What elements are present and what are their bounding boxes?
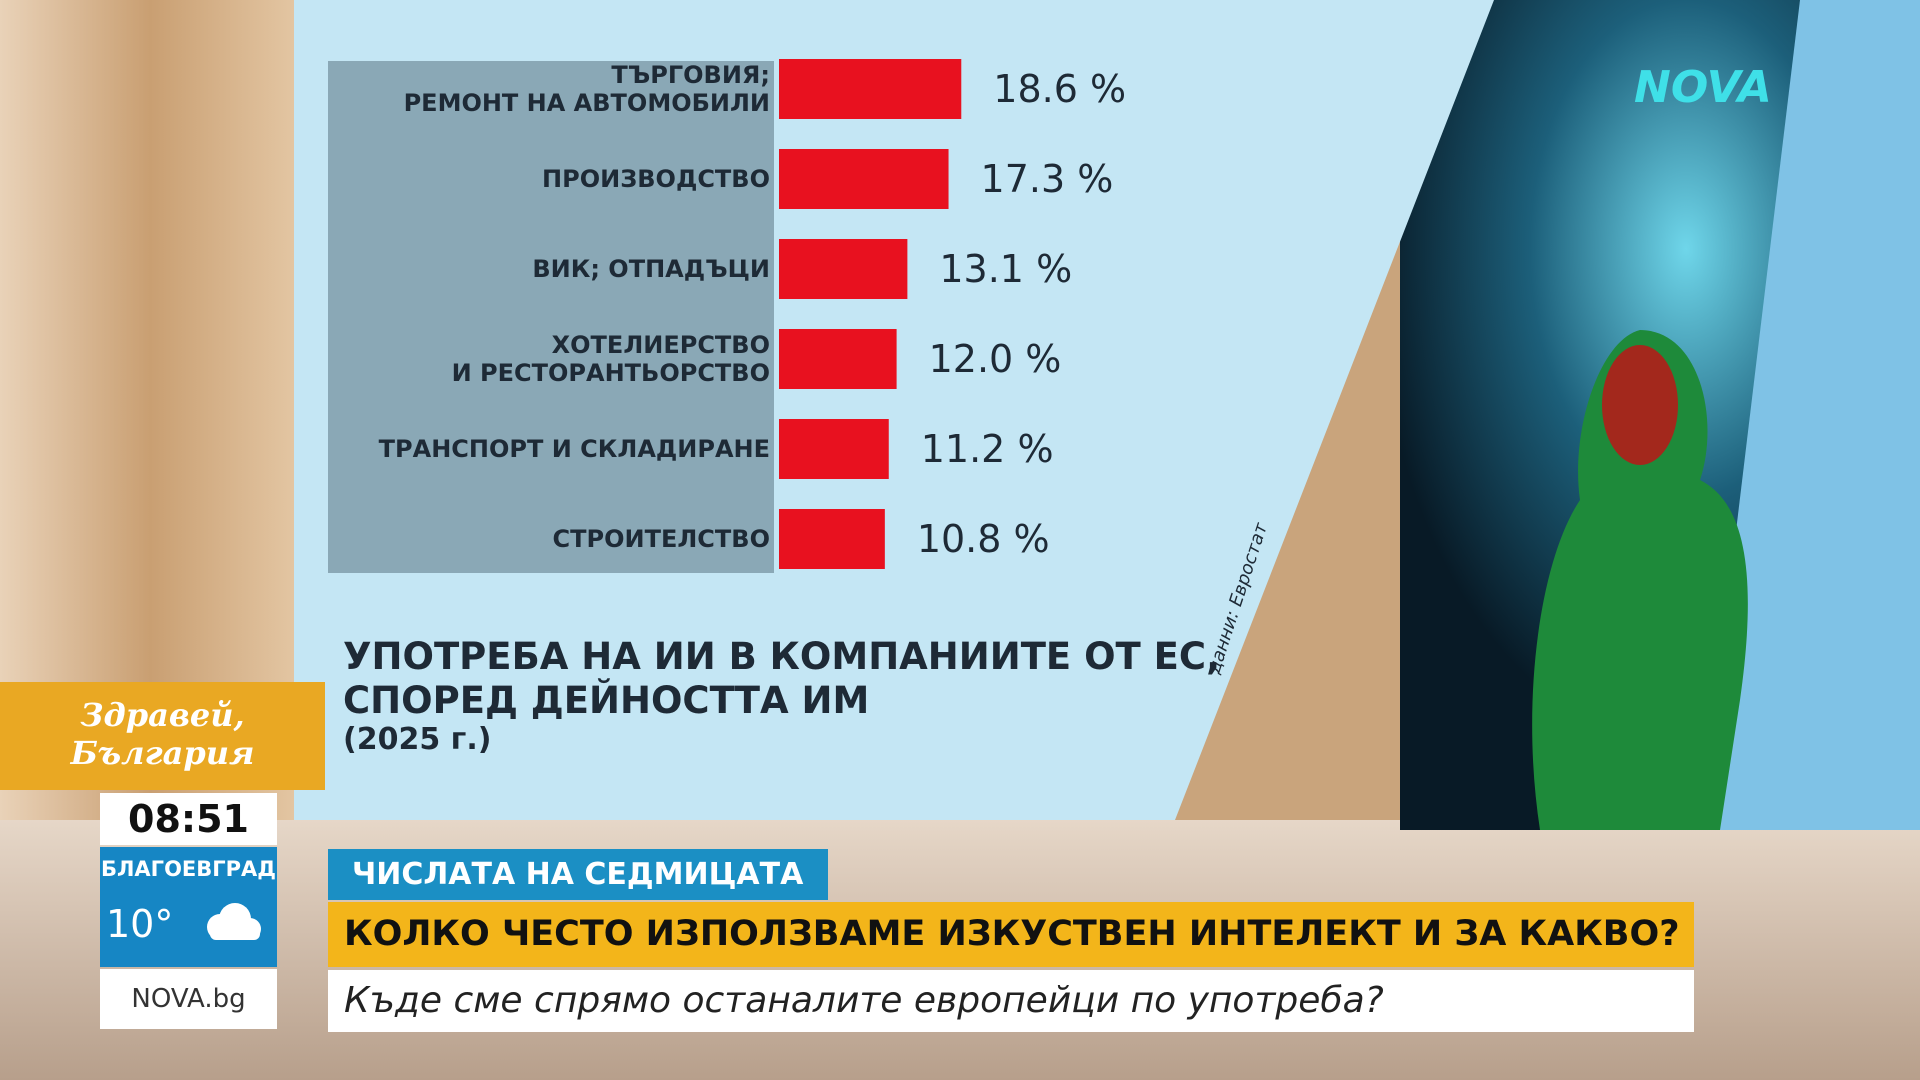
weather-box: БЛАГОЕВГРАД 10° xyxy=(100,847,277,967)
value-label: 12.0 % xyxy=(929,337,1062,381)
temperature: 10° xyxy=(106,902,174,946)
screen-edge xyxy=(1700,0,1920,830)
bar xyxy=(779,329,897,389)
channel-logo: NOVA xyxy=(1634,62,1772,113)
website: NOVA.bg xyxy=(100,969,277,1029)
subheadline: Къде сме спрямо останалите европейци по … xyxy=(328,970,1694,1032)
weather-icon xyxy=(207,903,261,940)
bar xyxy=(779,509,885,569)
show-logo: Здравей, България xyxy=(0,682,325,790)
value-label: 11.2 % xyxy=(921,427,1054,471)
category-label: ТЪРГОВИЯ; РЕМОНТ НА АВТОМОБИЛИ xyxy=(403,61,770,117)
segment-label: ЧИСЛАТА НА СЕДМИЦАТА xyxy=(328,849,828,900)
category-label: ПРОИЗВОДСТВО xyxy=(542,165,770,193)
label-box xyxy=(328,61,774,573)
value-label: 13.1 % xyxy=(939,247,1072,291)
presenter-hair xyxy=(1602,345,1678,465)
city: БЛАГОЕВГРАД xyxy=(100,857,276,881)
category-label: СТРОИТЕЛСТВО xyxy=(552,525,770,553)
bar xyxy=(779,419,889,479)
presenter xyxy=(1532,330,1748,830)
value-label: 18.6 % xyxy=(993,67,1126,111)
category-label: ХОТЕЛИЕРСТВО И РЕСТОРАНТЬОРСТВО xyxy=(451,331,770,387)
bar xyxy=(779,59,962,119)
chart-subtitle: (2025 г.) xyxy=(343,722,491,757)
category-label: ТРАНСПОРТ И СКЛАДИРАНЕ xyxy=(378,435,770,463)
bar xyxy=(779,239,908,299)
headline: КОЛКО ЧЕСТО ИЗПОЛЗВАМЕ ИЗКУСТВЕН ИНТЕЛЕК… xyxy=(328,902,1694,967)
category-label: ВИК; ОТПАДЪЦИ xyxy=(532,255,770,283)
bar xyxy=(779,149,949,209)
value-label: 17.3 % xyxy=(981,157,1114,201)
chart-title: УПОТРЕБА НА ИИ В КОМПАНИИТЕ ОТ ЕС, СПОРЕ… xyxy=(343,635,1221,722)
value-label: 10.8 % xyxy=(917,517,1050,561)
clock: 08:51 xyxy=(100,793,277,845)
